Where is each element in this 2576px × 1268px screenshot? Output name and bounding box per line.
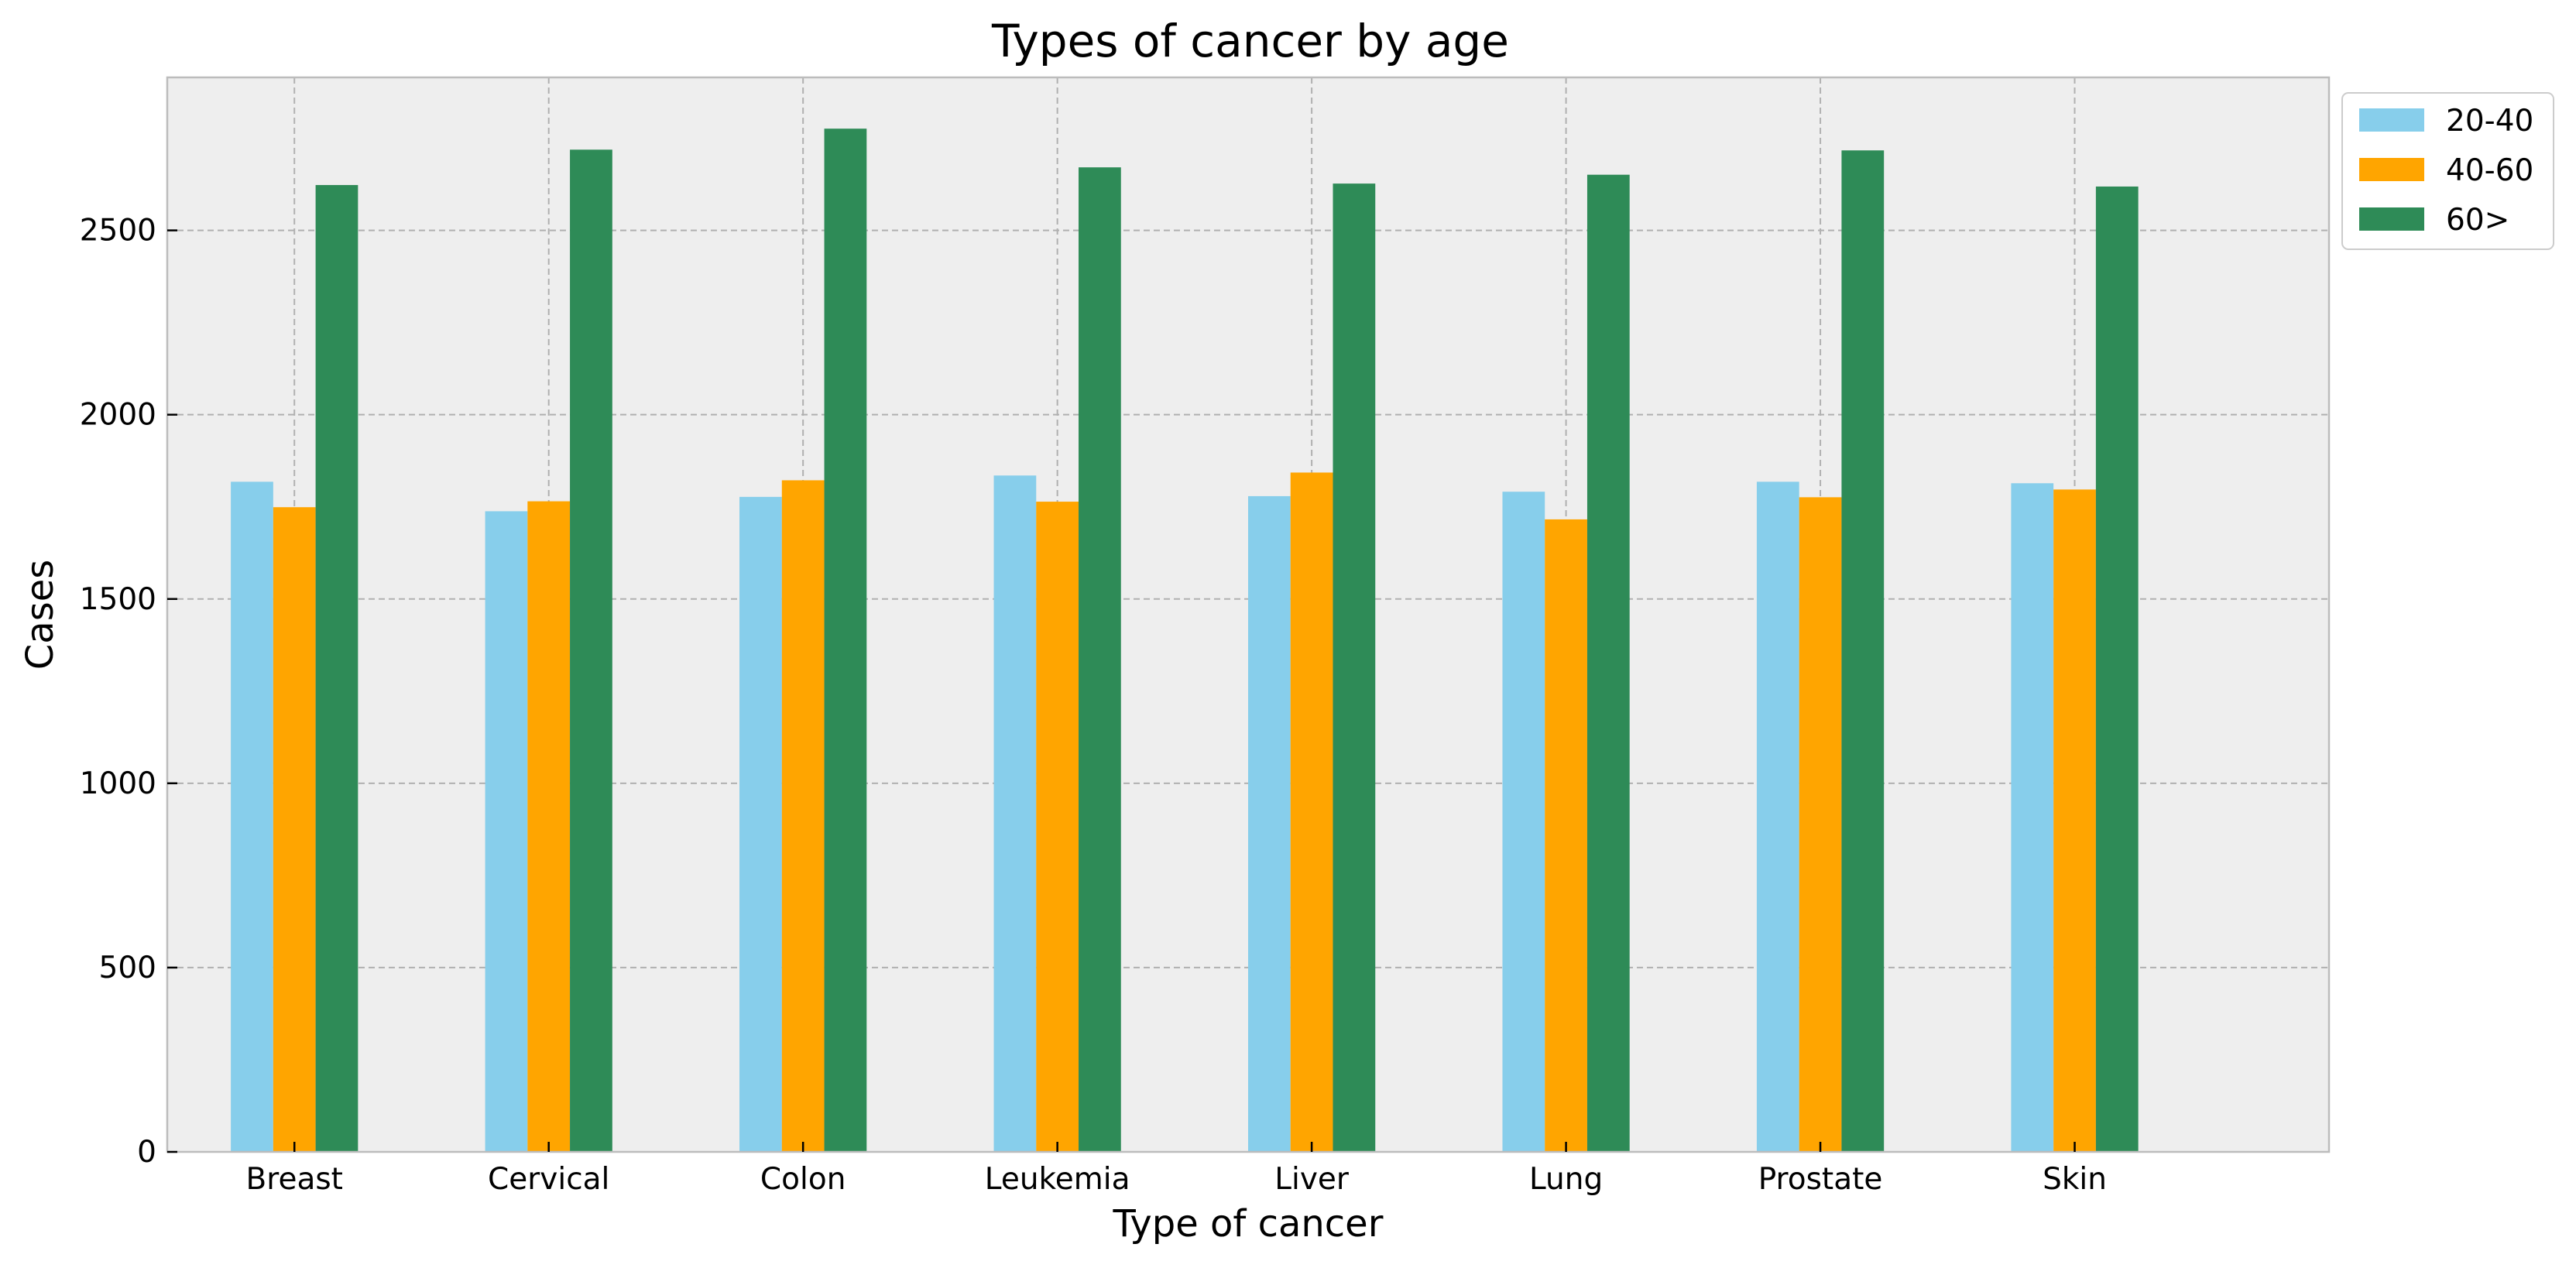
x-tick-label: Cervical bbox=[488, 1162, 609, 1197]
bar-skin-40-60 bbox=[2053, 489, 2096, 1152]
bar-lung-60 bbox=[1586, 174, 1630, 1152]
bar-skin-20-40 bbox=[2011, 483, 2054, 1152]
x-tick-label: Lung bbox=[1529, 1162, 1603, 1197]
bar-colon-60 bbox=[824, 129, 867, 1153]
legend-swatch bbox=[2359, 158, 2424, 181]
bar-breast-60 bbox=[315, 185, 358, 1152]
x-tick-label: Leukemia bbox=[985, 1162, 1130, 1197]
x-tick-label: Liver bbox=[1274, 1162, 1350, 1197]
bar-liver-60 bbox=[1333, 183, 1376, 1153]
bar-leukemia-40-60 bbox=[1036, 502, 1079, 1152]
bar-prostate-40-60 bbox=[1799, 497, 1842, 1152]
y-tick-label: 1500 bbox=[80, 582, 156, 617]
bar-prostate-20-40 bbox=[1756, 481, 1799, 1152]
legend-swatch bbox=[2359, 207, 2424, 231]
bar-cervical-20-40 bbox=[485, 511, 528, 1152]
bars bbox=[231, 129, 2139, 1153]
x-axis-ticks: Breast Cervical Colon Leukemia Liver Lung Pros… bbox=[246, 1142, 2107, 1197]
bar-colon-20-40 bbox=[739, 496, 782, 1152]
bar-lung-20-40 bbox=[1502, 492, 1545, 1152]
legend-label: 20-40 bbox=[2446, 104, 2533, 139]
x-tick-label: Skin bbox=[2043, 1162, 2107, 1197]
plot-frame bbox=[166, 76, 2331, 1153]
y-tick-label: 2500 bbox=[80, 214, 156, 248]
y-axis-label: Cases bbox=[19, 560, 62, 670]
y-tick-label: 0 bbox=[137, 1135, 156, 1170]
bar-breast-20-40 bbox=[231, 481, 273, 1152]
x-tick-label: Colon bbox=[760, 1162, 846, 1197]
chart-title: Types of cancer by age bbox=[991, 15, 1509, 67]
x-axis-label: Type of cancer bbox=[1113, 1202, 1384, 1246]
legend-swatch bbox=[2359, 108, 2424, 132]
legend-label: 40-60 bbox=[2446, 153, 2533, 188]
bar-cervical-40-60 bbox=[527, 501, 571, 1152]
bar-breast-40-60 bbox=[273, 507, 316, 1152]
y-tick-label: 2000 bbox=[80, 398, 156, 433]
x-tick-label: Prostate bbox=[1758, 1162, 1883, 1197]
bar-prostate-60 bbox=[1841, 150, 1885, 1152]
legend: 20-40 40-60 60> bbox=[2341, 92, 2554, 250]
bar-cervical-60 bbox=[570, 149, 612, 1153]
bar-colon-40-60 bbox=[781, 480, 825, 1152]
x-tick-label: Breast bbox=[246, 1162, 343, 1197]
bar-lung-40-60 bbox=[1545, 519, 1587, 1152]
y-tick-label: 1000 bbox=[80, 766, 156, 801]
bar-leukemia-20-40 bbox=[993, 475, 1037, 1152]
bar-liver-40-60 bbox=[1290, 472, 1333, 1152]
legend-label: 60> bbox=[2446, 203, 2509, 238]
y-tick-label: 500 bbox=[99, 951, 156, 985]
bar-liver-20-40 bbox=[1248, 495, 1291, 1152]
bar-leukemia-60 bbox=[1079, 167, 1121, 1153]
bar-skin-60 bbox=[2095, 186, 2139, 1152]
y-axis-ticks: 0 500 1000 1500 2000 2500 bbox=[80, 214, 177, 1170]
